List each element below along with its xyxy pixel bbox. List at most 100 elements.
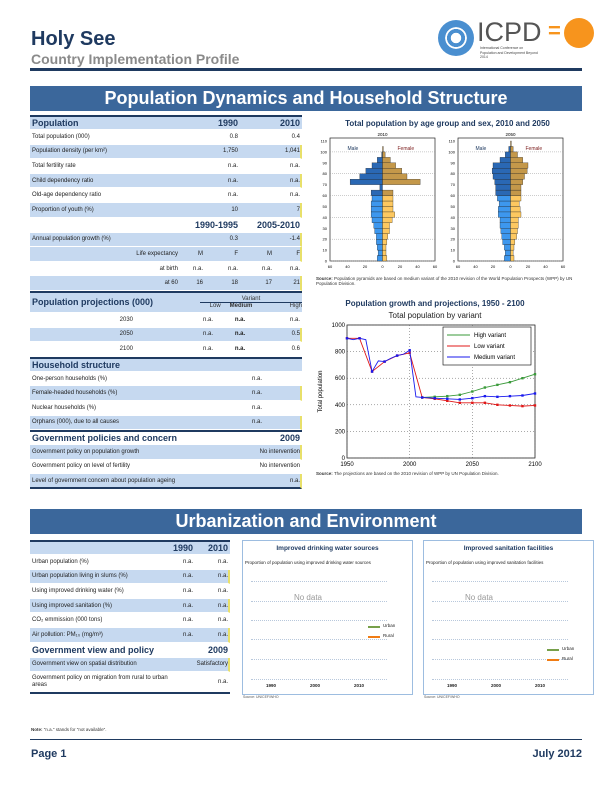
table-row: 2100 n.a. n.a. 0.6 xyxy=(30,342,302,357)
male-bar xyxy=(370,189,383,196)
no-data-label: No data xyxy=(464,593,494,602)
table-cell: 7 xyxy=(296,206,300,213)
series-line xyxy=(347,337,536,407)
age-tick: 0 xyxy=(453,259,456,264)
y-tick-label: 200 xyxy=(335,429,346,435)
data-point xyxy=(471,396,474,400)
female-bar xyxy=(510,233,517,240)
table-cell: Using improved sanitation (%) xyxy=(32,602,113,609)
male-bar xyxy=(349,179,383,185)
table-header: Household structure xyxy=(30,356,302,372)
legend-label: Low variant xyxy=(474,344,505,350)
table-cell: 1990 xyxy=(217,118,238,128)
chart-source: Source: UNICEF/WHO xyxy=(424,695,460,699)
data-point xyxy=(533,404,537,407)
table-row: Government view on spatial distribution S… xyxy=(30,657,230,673)
age-tick: 40 xyxy=(323,215,328,220)
table-row: Old-age dependency ratio n.a. n.a. xyxy=(30,188,302,203)
gridline xyxy=(432,601,568,602)
male-bar xyxy=(498,200,511,207)
table-cell: Orphans (000), due to all causes xyxy=(32,419,120,426)
table-row: Proportion of youth (%) 10 7 xyxy=(30,202,302,218)
urbanization-table: 1990 2010 Urban population (%) n.a. n.a. Urba… xyxy=(30,540,230,695)
pyramid-year: 2050 xyxy=(505,132,516,137)
table-row: Government policy on level of fertility N… xyxy=(30,460,302,475)
data-point xyxy=(471,401,474,405)
table-cell: n.a. xyxy=(217,558,228,565)
data-point xyxy=(446,394,449,398)
table-cell: n.a. xyxy=(182,631,193,638)
table-row: Urban population living in slums (%) n.a.… xyxy=(30,569,230,585)
x-tick: 40 xyxy=(473,264,478,269)
table-cell: 2030 xyxy=(119,316,133,323)
x-tick: 40 xyxy=(345,264,350,269)
data-point xyxy=(458,393,461,397)
source-label: Source: xyxy=(316,471,333,476)
table-cell: 10 xyxy=(231,206,238,213)
table-cell: Nuclear households (%) xyxy=(32,404,97,411)
female-bar xyxy=(382,168,402,174)
legend-swatch xyxy=(368,636,380,638)
table-header: Government view and policy 2009 xyxy=(30,642,230,658)
table-cell: Child dependency ratio xyxy=(32,177,94,184)
male-bar xyxy=(505,151,511,158)
table-cell: at birth xyxy=(159,265,178,272)
table-row: Total fertility rate n.a. n.a. xyxy=(30,159,302,174)
male-bar xyxy=(499,217,511,223)
female-bar xyxy=(510,206,521,213)
gridline xyxy=(251,581,387,582)
un-emblem-icon xyxy=(438,20,474,56)
legend-label: Rural xyxy=(383,633,394,638)
x-tick: 0 xyxy=(509,264,512,269)
series-line xyxy=(422,373,536,398)
x-tick: 40 xyxy=(415,264,420,269)
table-cell: Female-headed households (%) xyxy=(32,390,118,397)
female-bar xyxy=(382,200,394,207)
legend-swatch xyxy=(547,659,559,661)
age-tick: 20 xyxy=(451,237,456,242)
line-chart-title: Population growth and projections, 1950 … xyxy=(345,299,525,308)
chart-subtitle: Proportion of population using improved … xyxy=(245,560,371,565)
table-cell: Level of government concern about popula… xyxy=(32,477,176,484)
table-cell: Total fertility rate xyxy=(32,162,76,169)
table-cell: n.a. xyxy=(217,679,228,686)
female-bar xyxy=(382,206,394,213)
x-tick-label: 2100 xyxy=(528,462,542,468)
male-bar xyxy=(373,222,383,229)
data-point xyxy=(521,377,524,380)
gridline xyxy=(251,679,387,680)
population-line-chart: 0 200 400 600 800 1000 1950 2000 2050 2100 Total p… xyxy=(318,323,542,468)
age-tick: 80 xyxy=(323,171,328,176)
x-tick-label: 2010 xyxy=(354,683,365,688)
pyramid-title: Total population by age group and sex, 2… xyxy=(345,119,550,128)
table-cell: Using improved drinking water (%) xyxy=(32,587,124,594)
table-cell: -1.4 xyxy=(289,236,300,243)
data-point xyxy=(458,398,461,401)
age-tick: 110 xyxy=(321,139,328,144)
table-cell: 2100 xyxy=(119,345,133,352)
table-cell: No intervention xyxy=(259,463,300,470)
table-cell: Government policy on population growth xyxy=(32,448,140,455)
table-cell: 17 xyxy=(265,280,272,287)
data-point xyxy=(483,394,487,398)
sanitation-chart: Improved sanitation facilities Proportion… xyxy=(423,540,594,699)
table-cell: 2010 xyxy=(279,118,300,128)
table-cell: n.a. xyxy=(252,390,263,397)
chart-source: Source: UNICEF/WHO xyxy=(243,695,279,699)
rights-development-badge xyxy=(564,18,594,48)
data-point xyxy=(395,354,399,357)
age-tick: 20 xyxy=(323,237,328,242)
male-bar xyxy=(498,206,511,213)
female-bar xyxy=(382,195,394,202)
table-row: Female-headed households (%) n.a. xyxy=(30,386,302,401)
y-tick-label: 0 xyxy=(342,456,346,462)
table-cell: n.a. xyxy=(182,602,193,609)
section-title-urbanization: Urbanization and Environment xyxy=(30,509,582,534)
female-bar xyxy=(510,173,525,180)
table-cell: n.a. xyxy=(252,375,263,382)
table-cell: Satisfactory xyxy=(196,661,228,668)
female-bar xyxy=(510,211,522,218)
male-bar xyxy=(495,189,511,196)
x-tick: 60 xyxy=(561,264,566,269)
table-cell: n.a. xyxy=(182,573,193,580)
